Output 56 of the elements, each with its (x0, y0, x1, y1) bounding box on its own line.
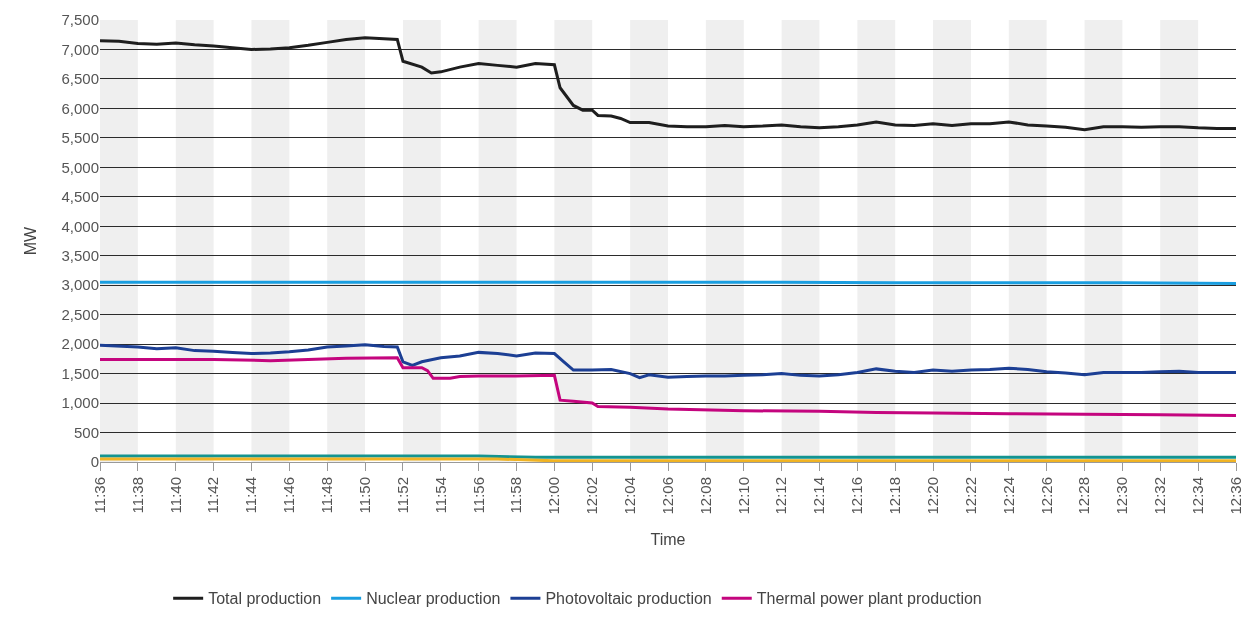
y-tick-label: 1,000 (61, 394, 99, 412)
legend-label: Nuclear production (366, 590, 501, 608)
y-tick-label: 7,000 (61, 40, 99, 58)
x-tick-label: 12:32 (1151, 477, 1169, 515)
y-tick-label: 3,500 (61, 246, 99, 264)
x-tick-label: 12:20 (923, 477, 941, 515)
y-tick-label: 7,500 (61, 11, 99, 29)
x-tick-label: 11:58 (507, 477, 525, 514)
x-tick-label: 12:28 (1075, 477, 1093, 515)
x-tick-label: 12:04 (621, 477, 639, 515)
line-series (100, 343, 1236, 380)
y-axis-title: MW (22, 225, 40, 256)
x-tick-label: 11:50 (355, 477, 373, 514)
x-tick-label: 11:44 (242, 477, 260, 514)
x-tick-label: 11:48 (318, 477, 336, 514)
y-tick-label: 500 (73, 423, 99, 441)
x-tick-label: 11:38 (128, 477, 146, 514)
x-tick-label: 11:36 (90, 477, 108, 514)
legend-label: Photovoltaic production (545, 590, 712, 608)
y-tick-label: 0 (90, 453, 99, 471)
x-tick-label: 12:36 (1226, 477, 1244, 515)
x-tick-label: 11:56 (469, 477, 487, 514)
x-tick-label: 12:24 (999, 477, 1017, 515)
legend-label: Total production (208, 590, 322, 608)
x-tick-label: 12:08 (696, 477, 714, 515)
x-tick-label: 12:18 (886, 477, 904, 515)
y-tick-label: 3,000 (61, 276, 99, 294)
x-tick-label: 12:16 (848, 477, 866, 515)
line-series (100, 36, 1236, 132)
x-tick-label: 11:54 (431, 477, 449, 514)
x-tick-label: 12:34 (1189, 477, 1207, 515)
x-tick-label: 12:02 (583, 477, 601, 515)
y-tick-label: 2,000 (61, 335, 99, 353)
x-tick-label: 11:42 (204, 477, 222, 514)
y-tick-label: 5,000 (61, 158, 99, 176)
x-tick-label: 11:46 (280, 477, 298, 514)
y-tick-label: 4,500 (61, 188, 99, 206)
y-tick-label: 4,000 (61, 217, 99, 235)
x-axis-title: Time (650, 531, 686, 549)
x-tick-label: 11:40 (166, 477, 184, 514)
x-tick-label: 12:06 (658, 477, 676, 515)
x-tick-label: 12:10 (734, 477, 752, 515)
x-tick-label: 12:30 (1113, 477, 1131, 515)
legend-label: Thermal power plant production (756, 590, 982, 608)
y-tick-label: 1,500 (61, 364, 99, 382)
x-tick-label: 12:26 (1037, 477, 1055, 515)
y-tick-label: 6,500 (61, 70, 99, 88)
x-tick-label: 12:12 (772, 477, 790, 515)
y-tick-label: 2,500 (61, 305, 99, 323)
x-tick-label: 12:00 (545, 477, 563, 515)
line-series (100, 356, 1236, 417)
y-tick-label: 6,000 (61, 99, 99, 117)
y-tick-label: 5,500 (61, 129, 99, 147)
x-tick-label: 12:14 (810, 477, 828, 515)
x-tick-label: 12:22 (961, 477, 979, 515)
x-tick-label: 11:52 (393, 477, 411, 514)
